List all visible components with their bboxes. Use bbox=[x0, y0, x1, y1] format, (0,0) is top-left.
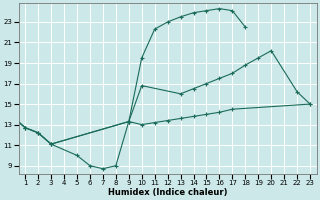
X-axis label: Humidex (Indice chaleur): Humidex (Indice chaleur) bbox=[108, 188, 228, 197]
